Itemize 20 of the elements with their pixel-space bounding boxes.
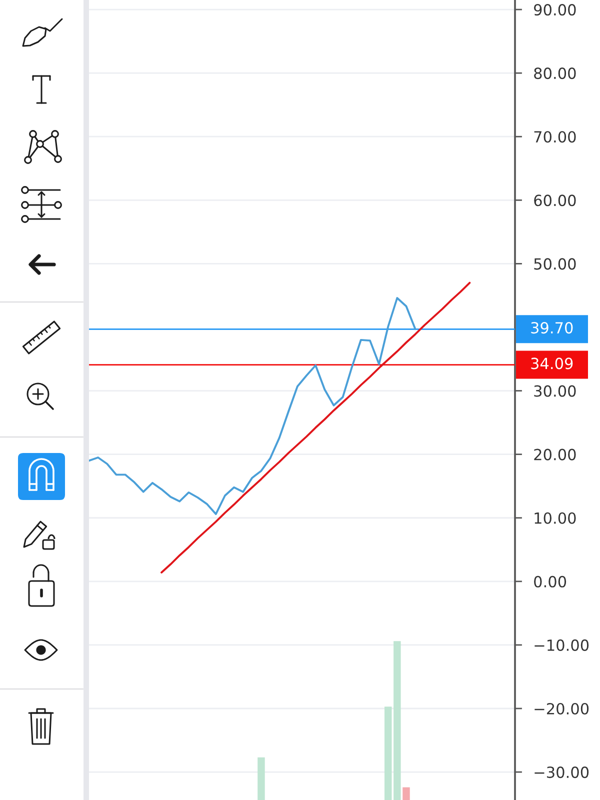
y-tick-label: 0.00: [534, 576, 566, 588]
bar: [258, 757, 265, 800]
line-series: [160, 282, 471, 574]
y-tick-label: 60.00: [534, 194, 576, 206]
bar: [394, 641, 401, 800]
y-tick-label: 70.00: [534, 131, 576, 143]
ref-line-label: 34.09: [531, 358, 573, 370]
y-tick-label: 10.00: [534, 512, 576, 524]
y-tick-label: −20.00: [534, 702, 589, 715]
ref-line-label: 39.70: [531, 322, 573, 334]
bar: [402, 787, 410, 800]
y-tick-label: −10.00: [534, 639, 589, 651]
y-tick-label: 50.00: [534, 258, 576, 270]
y-tick-label: 20.00: [534, 448, 576, 460]
y-tick-label: 80.00: [534, 68, 576, 80]
bar: [384, 706, 392, 800]
line-series: [89, 297, 416, 516]
y-tick-label: 90.00: [534, 4, 576, 16]
y-tick-label: 30.00: [534, 385, 576, 397]
y-tick-label: −30.00: [534, 766, 589, 778]
